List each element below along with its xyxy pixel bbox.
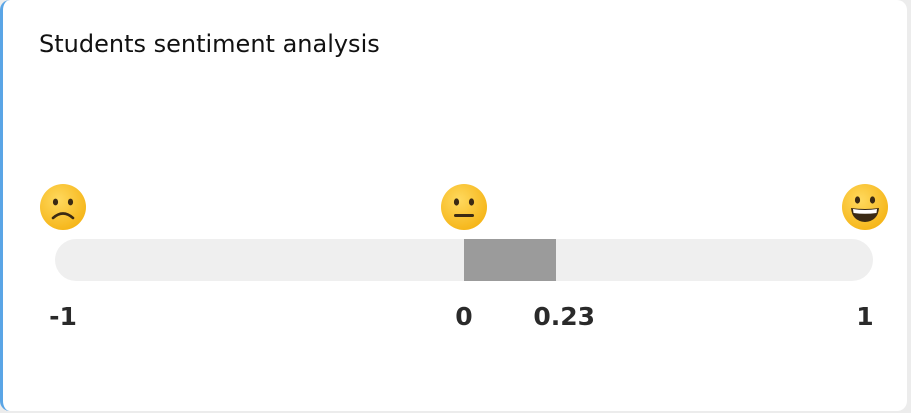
tick-label-max: 1	[856, 302, 874, 331]
tick-label-neutral: 0	[455, 302, 473, 331]
tick-label-min: -1	[49, 302, 77, 331]
sentiment-track	[55, 239, 873, 281]
grinning-face-icon	[841, 183, 889, 231]
tick-label-value: 0.23	[533, 302, 596, 331]
slightly-frowning-face-icon	[39, 183, 87, 231]
sentiment-fill	[464, 239, 557, 281]
neutral-face-icon	[440, 183, 488, 231]
card-title: Students sentiment analysis	[39, 30, 380, 58]
